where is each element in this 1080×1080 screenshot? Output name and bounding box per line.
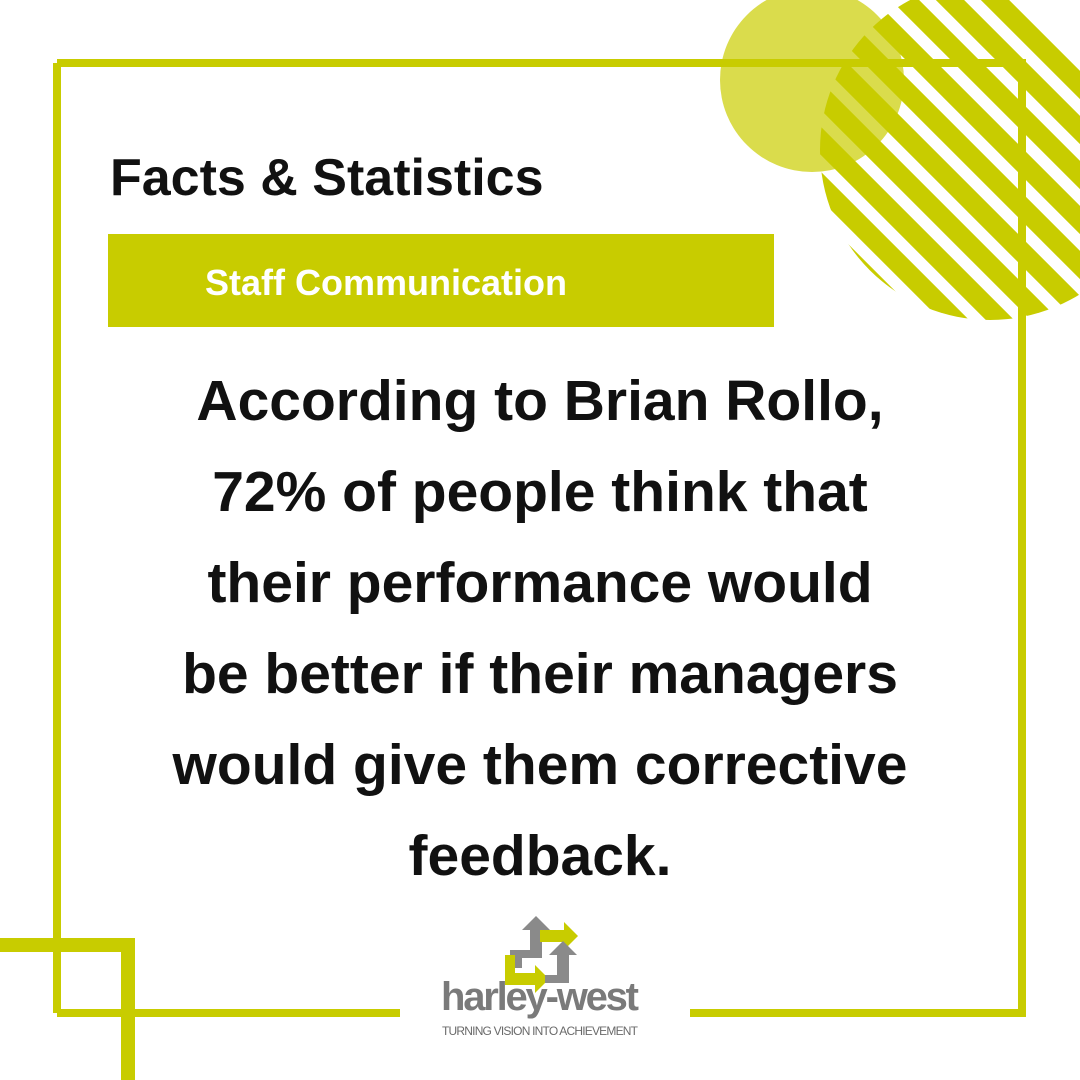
logo-tagline: TURNING VISION INTO ACHIEVEMENT (442, 1024, 639, 1038)
body-line: feedback. (409, 824, 672, 888)
body-line: 72% of people think that (212, 460, 868, 524)
frame (53, 59, 1026, 1017)
body-line: be better if their managers (182, 642, 898, 706)
logo-icon (505, 916, 578, 993)
title: Facts & Statistics (110, 149, 544, 207)
deco-corner (0, 938, 135, 1080)
tag: Staff Communication (205, 262, 567, 303)
body-line: According to Brian Rollo, (196, 369, 883, 433)
body-line: would give them corrective (172, 733, 908, 797)
body-text: According to Brian Rollo, 72% of people t… (172, 369, 908, 888)
logo-name: harley-west (441, 975, 639, 1019)
tag-box (108, 234, 774, 327)
body-line: their performance would (207, 551, 872, 615)
